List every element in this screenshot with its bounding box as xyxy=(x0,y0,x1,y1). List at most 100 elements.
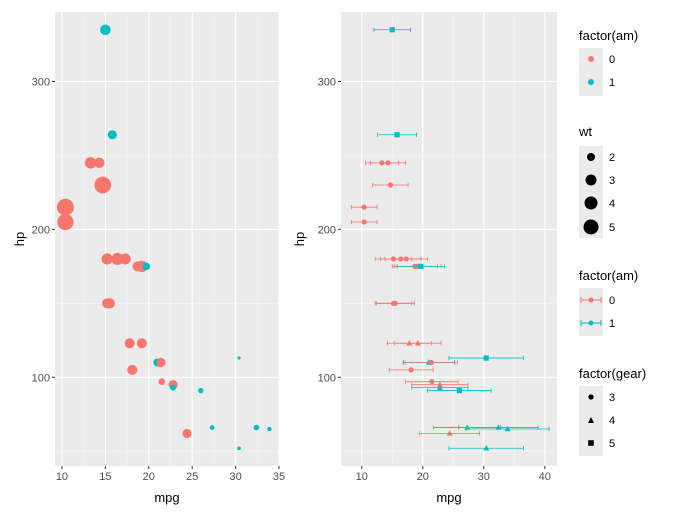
left-y-axis-title: hp xyxy=(12,232,27,246)
data-point-gear-3 xyxy=(392,300,398,306)
data-point xyxy=(124,338,135,349)
legend-label-wt-3: 3 xyxy=(609,175,615,187)
legend-label-gear-3: 3 xyxy=(609,392,615,404)
data-point-gear-3 xyxy=(403,256,409,262)
data-point xyxy=(101,253,113,265)
legend-key-gear-5 xyxy=(588,440,594,446)
left-x-tick-label: 10 xyxy=(56,471,68,483)
data-point xyxy=(253,424,260,431)
left-panel-background xyxy=(55,12,279,466)
legend-gear-title: factor(gear) xyxy=(579,366,646,381)
legend-am-errorbar: factor(am) 0 1 xyxy=(579,268,638,336)
right-x-tick-label: 30 xyxy=(478,471,490,483)
legend-key-bg xyxy=(579,288,603,336)
data-point xyxy=(156,357,166,368)
left-x-tick-label: 30 xyxy=(229,471,241,483)
data-point xyxy=(198,387,204,394)
data-point xyxy=(209,425,215,430)
left-gridlines xyxy=(55,12,280,466)
data-point-gear-5 xyxy=(456,387,462,394)
legend-label-wt-2: 2 xyxy=(609,152,615,164)
legend-am-title-2: factor(am) xyxy=(579,268,638,283)
data-point-gear-4 xyxy=(436,384,443,390)
data-point xyxy=(84,157,97,169)
left-data-marks xyxy=(56,24,272,451)
right-tick-labels: 10 20 30 40 100 200 300 xyxy=(318,77,551,483)
right-panel-background xyxy=(341,12,557,466)
data-point-gear-4 xyxy=(504,425,511,432)
data-point xyxy=(107,130,117,140)
legend-wt-size: wt 2 3 4 5 xyxy=(578,124,615,238)
data-point-gear-5 xyxy=(483,355,489,361)
data-point xyxy=(237,446,241,451)
data-point-gear-3 xyxy=(387,182,394,188)
data-point-gear-3 xyxy=(408,367,414,373)
left-y-tick-label: 100 xyxy=(32,372,50,384)
left-x-tick-label: 25 xyxy=(186,471,198,483)
left-y-tick-label: 300 xyxy=(32,77,50,89)
data-point xyxy=(94,176,112,194)
legend-key-wt-4 xyxy=(584,196,598,210)
data-point xyxy=(111,252,124,266)
legend-key-wt-3 xyxy=(585,174,597,186)
legend-label-am2-0: 0 xyxy=(609,295,615,307)
data-point-gear-5 xyxy=(389,27,395,33)
data-point xyxy=(158,378,166,385)
legend-gear-shape: factor(gear) 3 4 5 xyxy=(579,366,646,456)
right-x-tick-label: 20 xyxy=(417,471,429,483)
right-y-tick-label: 300 xyxy=(318,77,336,89)
data-point xyxy=(100,24,111,35)
data-point-gear-4 xyxy=(495,424,502,430)
data-point-gear-4 xyxy=(446,430,453,436)
legend-key-gear-4 xyxy=(588,417,594,423)
data-point xyxy=(127,364,138,375)
legend-am-color: factor(am) 0 1 xyxy=(579,28,638,96)
data-point-gear-4 xyxy=(406,340,413,346)
left-y-tick-label: 200 xyxy=(32,224,50,236)
legend-key-wt-2 xyxy=(587,153,595,161)
left-tick-labels: 10 15 20 25 30 35 100 200 300 xyxy=(32,77,285,483)
data-point xyxy=(102,298,113,309)
left-x-tick-label: 20 xyxy=(143,471,155,483)
legend-wt-title: wt xyxy=(578,124,592,139)
data-point xyxy=(136,338,147,349)
data-point xyxy=(56,198,74,216)
right-y-axis-title: hp xyxy=(292,232,307,246)
data-point-gear-3 xyxy=(385,160,391,166)
data-point xyxy=(94,157,105,169)
data-point xyxy=(142,262,150,271)
left-plot: 10 15 20 25 30 35 100 200 300 mpg hp xyxy=(12,12,285,505)
data-point-gear-3 xyxy=(429,379,435,385)
legend-label-gear-5: 5 xyxy=(609,438,615,450)
left-x-tick-label: 15 xyxy=(99,471,111,483)
right-x-axis-title: mpg xyxy=(436,490,461,505)
legend-label-am-1: 1 xyxy=(609,77,615,89)
data-point xyxy=(57,213,74,231)
legend-label-am2-1: 1 xyxy=(609,318,615,330)
legend-key-gear-3 xyxy=(588,394,594,400)
data-point-gear-4 xyxy=(436,381,443,387)
data-point-gear-4 xyxy=(414,340,421,346)
data-point xyxy=(182,428,192,439)
data-point-gear-5 xyxy=(394,132,400,138)
right-gridlines xyxy=(341,12,557,466)
data-point-gear-3 xyxy=(428,359,434,366)
data-point xyxy=(170,384,177,391)
legends: factor(am) 0 1 wt 2 3 4 5 factor(am) xyxy=(578,28,646,456)
left-x-tick-label: 35 xyxy=(273,471,285,483)
left-x-axis-title: mpg xyxy=(154,490,179,505)
legend-key-am-0 xyxy=(588,56,594,62)
data-point xyxy=(237,356,241,360)
legend-key-bg xyxy=(579,48,603,96)
legend-label-am-0: 0 xyxy=(609,54,615,66)
data-point xyxy=(267,426,272,432)
data-point xyxy=(119,253,131,265)
legend-key-am-1 xyxy=(588,79,594,85)
right-y-tick-label: 100 xyxy=(318,372,336,384)
data-point-gear-5 xyxy=(418,263,424,269)
right-x-tick-label: 40 xyxy=(539,471,551,483)
data-point-gear-3 xyxy=(361,219,367,225)
right-x-tick-label: 10 xyxy=(356,471,368,483)
legend-key-am-1-point xyxy=(588,320,594,326)
legend-key-wt-5 xyxy=(583,219,599,235)
